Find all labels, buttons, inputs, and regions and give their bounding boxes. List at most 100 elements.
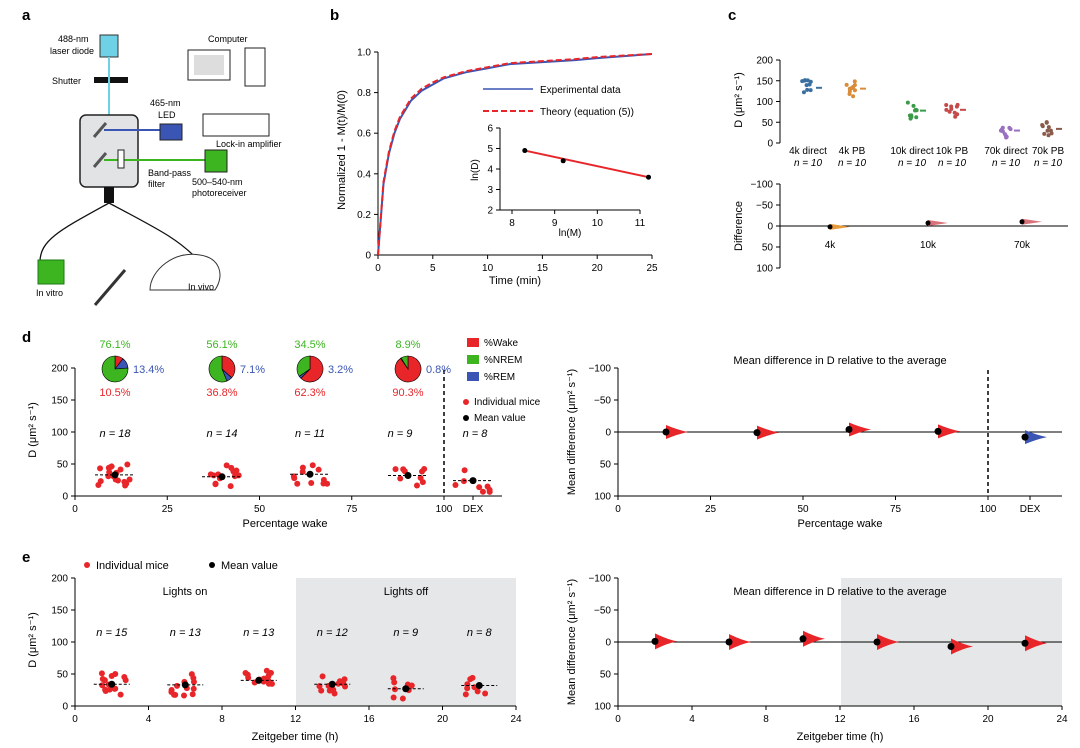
d-point	[308, 479, 315, 486]
e-point	[106, 686, 113, 693]
d-x-label: 25	[162, 504, 174, 515]
dr-x-label: DEX	[1020, 504, 1041, 515]
c-point	[913, 108, 918, 113]
syringe	[93, 269, 127, 306]
er-mean	[799, 635, 807, 643]
c-category: 4k PB	[839, 146, 866, 157]
b-ylabel: Normalized 1 - M(t)/M(0)	[336, 90, 348, 210]
c-diff-dist	[830, 223, 850, 230]
d-point	[479, 488, 486, 495]
d-point	[108, 463, 115, 470]
c-bot-y-label: 100	[756, 264, 773, 275]
c-bot-y-label: 0	[767, 222, 773, 233]
er-dist	[1025, 635, 1047, 652]
d-y-label: 150	[51, 396, 68, 407]
er-y-label: −100	[588, 574, 611, 585]
in-vitro-cube	[37, 259, 65, 285]
dr-dist	[1025, 430, 1047, 445]
rem-pct: 13.4%	[133, 364, 164, 376]
rem-pct: 0.8%	[426, 364, 451, 376]
c-n: n = 10	[938, 158, 967, 169]
dr-y-label: −100	[588, 364, 611, 375]
nrem-pct: 76.1%	[99, 339, 130, 351]
nrem-pct: 56.1%	[206, 339, 237, 351]
e-n-label: n = 13	[170, 627, 202, 639]
d-point	[122, 482, 129, 489]
e-y-label: 50	[57, 670, 69, 681]
e-point	[174, 682, 181, 689]
c-bot-x-label: 4k	[825, 240, 837, 251]
laser-label-1: 488-nm	[58, 34, 89, 44]
b-y-label: 0.8	[357, 88, 371, 99]
d-n-label: n = 14	[207, 428, 238, 440]
er-mean	[947, 642, 955, 650]
e-point	[464, 681, 471, 688]
dr-mean	[662, 428, 670, 436]
d-point	[392, 466, 399, 473]
d-y-label: 200	[51, 364, 68, 375]
d-point	[309, 462, 316, 469]
shutter	[94, 77, 128, 83]
d-point	[400, 466, 407, 473]
e-point	[117, 691, 124, 698]
er-mean	[1021, 639, 1029, 647]
b-inset-xlabel: ln(M)	[559, 228, 582, 239]
er-x-label: 24	[1056, 714, 1068, 725]
computer-tower	[244, 47, 266, 87]
e-n-label: n = 12	[317, 627, 348, 639]
d-point	[227, 483, 234, 490]
c-point	[947, 109, 952, 114]
b-yticks: 0 0.2 0.4 0.6 0.8 1.0	[357, 48, 378, 262]
b-inset-y-label: 5	[487, 144, 493, 155]
e-x-label: 0	[72, 714, 78, 725]
d-mean	[469, 477, 477, 485]
pie-slice	[300, 355, 324, 383]
er-x-label: 16	[908, 714, 920, 725]
e-point	[190, 675, 197, 682]
er-dist	[803, 630, 825, 647]
e-point	[244, 671, 251, 678]
e-point	[474, 688, 481, 695]
c-point	[1044, 120, 1049, 125]
e-point	[462, 691, 469, 698]
c-top-ylabel: D (μm² s⁻¹)	[733, 72, 745, 128]
dr-mean	[934, 427, 942, 435]
d-point	[95, 481, 102, 488]
panel-label-b: b	[330, 7, 339, 24]
b-legend-theory: Theory (equation (5))	[540, 107, 634, 118]
d-mean	[111, 471, 119, 479]
c-top-y-label: 100	[756, 97, 773, 108]
b-xlabel: Time (min)	[489, 275, 541, 287]
e-legend-mean: Mean value	[221, 560, 278, 572]
b-inset-point	[646, 174, 652, 180]
d-point	[486, 486, 493, 493]
e-x-label: 8	[219, 714, 225, 725]
b-y-label: 0	[365, 251, 371, 262]
c-diff-point	[1019, 219, 1025, 225]
e-mean	[402, 685, 410, 693]
c-point	[954, 104, 959, 109]
e-legend-individual: Individual mice	[96, 560, 169, 572]
c-n: n = 10	[992, 158, 1021, 169]
e-point	[326, 687, 333, 694]
b-x-label: 10	[482, 263, 494, 274]
b-y-label: 0.2	[357, 210, 371, 221]
dr-y-label: 50	[600, 460, 612, 471]
e-point	[335, 680, 342, 687]
mouse-outline	[149, 253, 221, 291]
c-bot-y-label: −100	[750, 180, 773, 191]
c-point	[808, 79, 813, 84]
c-point	[1045, 128, 1050, 133]
dr-x-label: 25	[705, 504, 717, 515]
rem-pct: 3.2%	[328, 364, 353, 376]
e-point	[390, 675, 397, 682]
c-point	[905, 100, 910, 105]
e-point	[341, 676, 348, 683]
e-x-label: 4	[146, 714, 152, 725]
d-point	[452, 481, 459, 488]
wake-pct: 90.3%	[392, 387, 423, 399]
d-mean	[404, 472, 412, 480]
er-y-label: 0	[605, 638, 611, 649]
d-n-label: n = 18	[100, 428, 132, 440]
d-legend-individual: Individual mice	[474, 397, 541, 408]
